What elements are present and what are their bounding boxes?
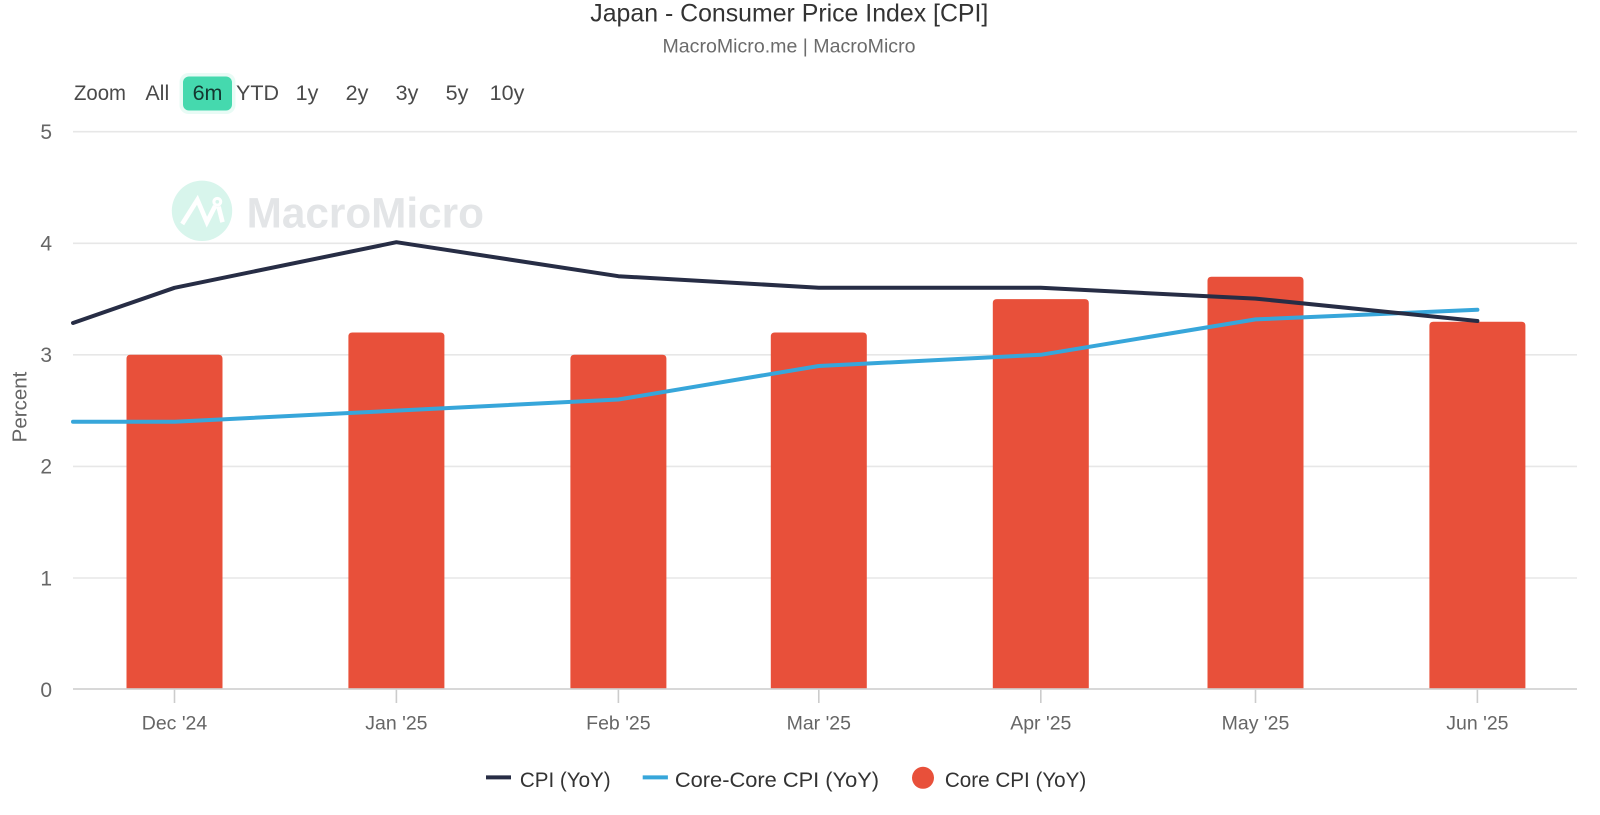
svg-text:Feb '25: Feb '25 — [586, 713, 651, 735]
svg-text:May '25: May '25 — [1222, 713, 1290, 735]
svg-text:Jun '25: Jun '25 — [1446, 713, 1508, 735]
svg-text:1y: 1y — [296, 81, 319, 105]
svg-text:Percent: Percent — [8, 371, 31, 442]
svg-text:Core-Core CPI (YoY): Core-Core CPI (YoY) — [675, 769, 879, 792]
svg-text:2: 2 — [40, 456, 52, 479]
svg-text:0: 0 — [40, 679, 52, 702]
svg-text:2y: 2y — [346, 81, 369, 105]
svg-text:3y: 3y — [396, 81, 419, 105]
svg-text:YTD: YTD — [236, 81, 279, 105]
svg-text:CPI (YoY): CPI (YoY) — [520, 769, 611, 792]
svg-text:1: 1 — [40, 567, 52, 590]
svg-text:3: 3 — [40, 344, 52, 367]
svg-text:MacroMicro.me | MacroMicro: MacroMicro.me | MacroMicro — [663, 35, 916, 57]
svg-text:Japan - Consumer Price Index [: Japan - Consumer Price Index [CPI] — [590, 0, 988, 28]
svg-text:4: 4 — [40, 233, 52, 256]
svg-text:10y: 10y — [490, 81, 525, 105]
svg-text:5y: 5y — [446, 81, 469, 105]
svg-text:Core CPI (YoY): Core CPI (YoY) — [945, 769, 1086, 792]
svg-text:Apr '25: Apr '25 — [1010, 713, 1071, 735]
svg-text:5: 5 — [40, 121, 52, 144]
svg-text:All: All — [145, 81, 169, 105]
svg-text:Zoom: Zoom — [74, 81, 126, 105]
svg-text:MacroMicro: MacroMicro — [247, 189, 484, 237]
svg-text:Jan '25: Jan '25 — [365, 713, 427, 735]
svg-text:Mar '25: Mar '25 — [787, 713, 852, 735]
svg-text:6m: 6m — [193, 81, 223, 105]
svg-text:Dec '24: Dec '24 — [142, 713, 208, 735]
